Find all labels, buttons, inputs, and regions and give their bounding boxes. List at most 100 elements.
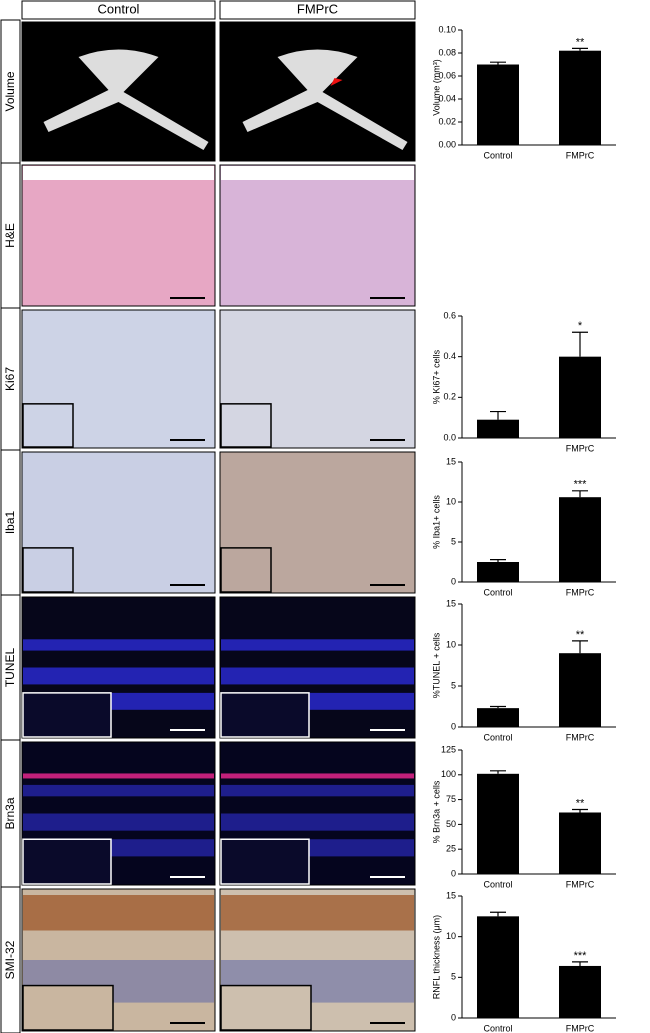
- y-axis-label: % Ki67+ cells: [431, 349, 441, 404]
- y-tick-label: 10: [446, 931, 456, 941]
- significance-label: **: [576, 629, 585, 641]
- x-tick-label: FMPrC: [566, 732, 595, 742]
- bar: [559, 653, 601, 727]
- rgc-layer: [221, 773, 414, 779]
- y-tick-label: 0.4: [443, 351, 456, 361]
- retina-layer: [23, 639, 214, 651]
- error-bar: [490, 410, 506, 420]
- red-arrow: [330, 78, 343, 86]
- row-label: Brn3a: [3, 797, 17, 829]
- retina-layer: [23, 784, 214, 797]
- bar: [559, 50, 601, 146]
- bar: [559, 812, 601, 874]
- significance-label: ***: [574, 479, 588, 491]
- y-tick-label: 0.04: [438, 93, 456, 103]
- bar: [477, 64, 519, 145]
- row-label-box: [0, 886, 21, 1033]
- x-tick-label: Control: [483, 732, 512, 742]
- inset: [22, 984, 114, 1031]
- bar-chart: 0.0 0.2 0.4 0.6 % Ki67+ cells FMPrC *: [431, 310, 616, 453]
- y-tick-label: 10: [446, 639, 456, 649]
- column-header-box: [21, 0, 216, 20]
- error-bar: [490, 770, 506, 774]
- y-tick-label: 125: [441, 744, 456, 754]
- rgc-layer: [23, 773, 214, 779]
- y-tick-label: 5: [451, 680, 456, 690]
- row-label: TUNEL: [3, 648, 17, 688]
- column-header: Control: [98, 1, 140, 16]
- y-tick-label: 0.06: [438, 70, 456, 80]
- inset: [220, 547, 272, 593]
- y-axis-label: Volume (mm³): [431, 59, 441, 116]
- row-label: SMI-32: [3, 940, 17, 979]
- y-tick-label: 0: [451, 868, 456, 878]
- x-tick-label: FMPrC: [566, 587, 595, 597]
- bar: [559, 965, 601, 1018]
- image-panel: [219, 164, 416, 307]
- y-tick-label: 0.6: [443, 310, 456, 320]
- x-tick-label: FMPrC: [566, 150, 595, 160]
- y-tick-label: 0: [451, 576, 456, 586]
- error-bar: [572, 640, 588, 654]
- y-tick-label: 15: [446, 890, 456, 900]
- y-tick-label: 0.02: [438, 116, 456, 126]
- error-bar: [572, 490, 588, 498]
- bar-chart: 0 5 10 15 % Iba1+ cells Control FMPrC ***: [431, 456, 616, 597]
- y-tick-label: 10: [446, 496, 456, 506]
- inset: [220, 692, 310, 738]
- inset: [220, 403, 272, 448]
- bar: [477, 708, 519, 727]
- x-tick-label: Control: [483, 150, 512, 160]
- y-tick-label: 15: [446, 598, 456, 608]
- y-tick-label: 0: [451, 1012, 456, 1022]
- row-label: Iba1: [3, 510, 17, 534]
- error-bar: [572, 331, 588, 357]
- bar: [559, 497, 601, 582]
- y-tick-label: 5: [451, 972, 456, 982]
- y-tick-label: 0: [451, 721, 456, 731]
- retina-layer: [23, 667, 214, 685]
- y-axis-label: %TUNEL + cells: [431, 632, 441, 698]
- y-tick-label: 0.00: [438, 139, 456, 149]
- bar-chart: 0 25 50 75 100 125 % Brn3a + cells Control FMPrC…: [431, 744, 616, 889]
- bar-chart: 0 5 10 15 RNFL thickness (μm) Control FMPrC ***: [431, 890, 616, 1033]
- retina-layer: [221, 784, 414, 797]
- retina-layer: [23, 813, 214, 831]
- x-tick-label: FMPrC: [566, 443, 595, 453]
- rnfl-layer: [23, 895, 214, 931]
- error-bar: [572, 961, 588, 966]
- inset: [220, 838, 310, 885]
- error-bar: [490, 61, 506, 65]
- bar-chart: 0.00 0.02 0.04 0.06 0.08 0.10 Volume (mm³) Cont…: [431, 24, 616, 160]
- y-tick-label: 0.0: [443, 432, 456, 442]
- y-axis-label: RNFL thickness (μm): [431, 915, 441, 999]
- x-tick-label: Control: [483, 587, 512, 597]
- retina-layer: [221, 667, 414, 685]
- bar-chart: 0 5 10 15 %TUNEL + cells Control FMPrC **: [431, 598, 616, 742]
- row-label: Volume: [3, 71, 17, 111]
- bar: [477, 916, 519, 1018]
- y-tick-label: 0.2: [443, 392, 456, 402]
- x-tick-label: FMPrC: [566, 879, 595, 889]
- error-bar: [490, 705, 506, 709]
- retina-layer: [221, 813, 414, 831]
- y-tick-label: 0.10: [438, 24, 456, 34]
- background-gap: [221, 166, 414, 180]
- y-tick-label: 75: [446, 794, 456, 804]
- column-header: FMPrC: [297, 1, 338, 16]
- error-bar: [572, 47, 588, 51]
- bar: [559, 356, 601, 438]
- row-label: H&E: [3, 223, 17, 248]
- significance-label: **: [576, 797, 585, 809]
- rnfl-layer: [221, 895, 414, 931]
- image-panel: [21, 164, 216, 307]
- significance-label: *: [578, 320, 583, 332]
- nerve-shape: [242, 49, 408, 150]
- y-tick-label: 15: [446, 456, 456, 466]
- bar: [477, 773, 519, 874]
- y-axis-label: % Brn3a + cells: [431, 780, 441, 843]
- inset: [22, 692, 112, 738]
- inset: [22, 547, 74, 593]
- inset: [22, 838, 112, 885]
